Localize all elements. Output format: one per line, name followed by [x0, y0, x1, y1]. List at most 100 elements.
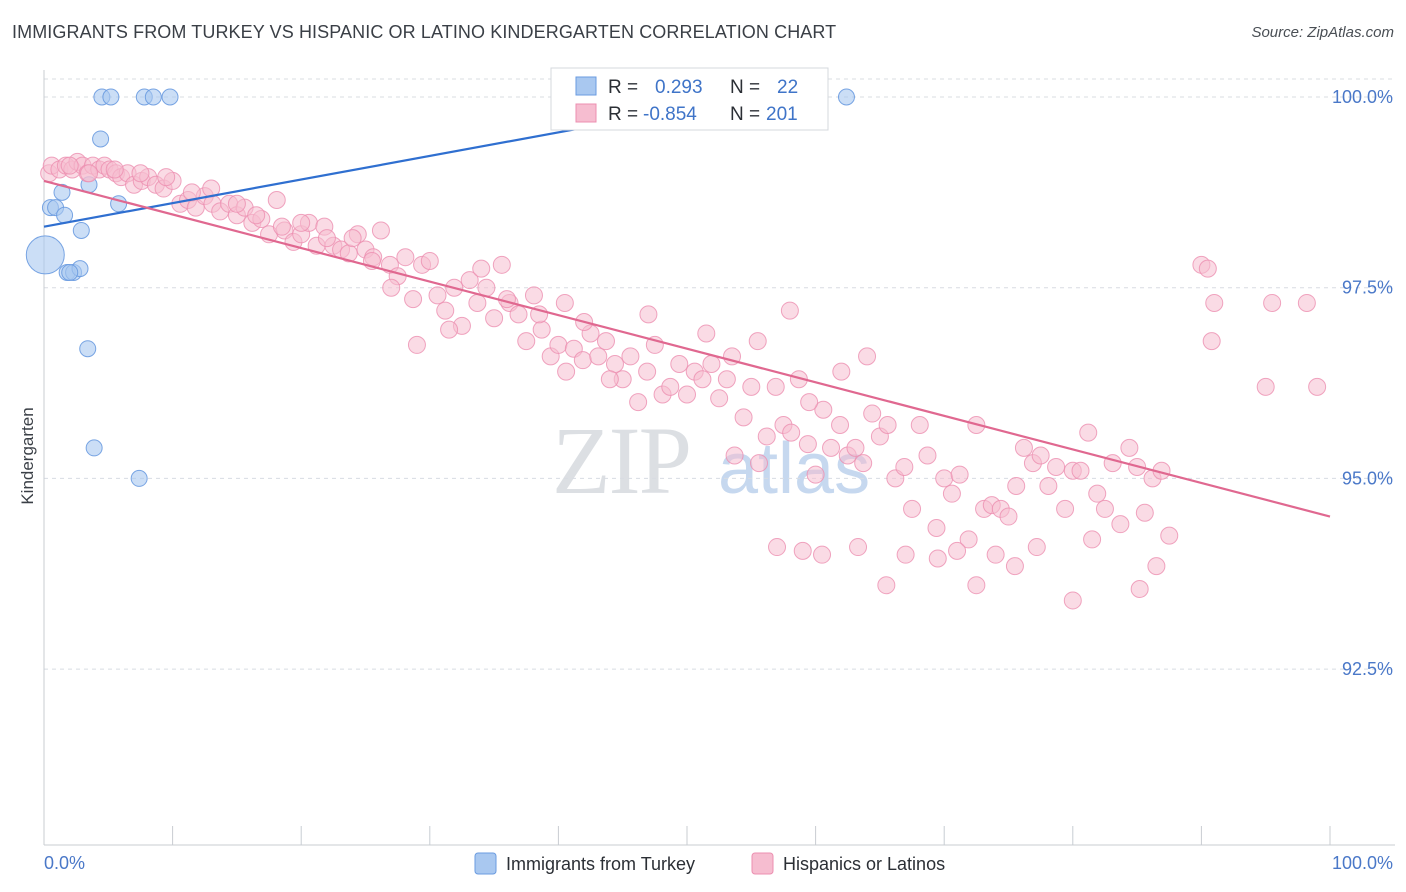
hispanic-point-124: [999, 507, 1018, 526]
hispanic-point-109: [878, 416, 897, 435]
hispanic-point-188: [317, 229, 336, 248]
hispanic-point-106: [854, 454, 873, 473]
hispanic-point-183: [440, 320, 459, 339]
hispanic-point-184: [407, 335, 426, 354]
hispanic-point-182: [472, 259, 491, 278]
hispanic-point-75: [605, 354, 624, 373]
hispanic-point-64: [517, 332, 536, 351]
trend-line-hispanic: [43, 179, 1331, 518]
turkey-point-13: [72, 221, 90, 239]
hispanic-point-59: [477, 278, 496, 297]
hispanic-point-79: [638, 362, 657, 381]
stats-n-value-1: 22: [777, 77, 798, 98]
hispanic-point-194: [182, 183, 201, 202]
hispanic-point-78: [629, 393, 648, 412]
hispanic-point-158: [1063, 591, 1082, 610]
hispanic-point-169: [858, 347, 877, 366]
hispanic-point-171: [800, 393, 819, 412]
hispanic-point-116: [935, 469, 954, 488]
y-tick-label-1: 97.5%: [1342, 278, 1393, 298]
hispanic-point-196: [131, 164, 150, 183]
hispanic-point-90: [725, 446, 744, 465]
hispanic-point-189: [292, 213, 311, 232]
stats-r-label-1: R =: [608, 77, 638, 98]
legend: Immigrants from Turkey Hispanics or Lati…: [474, 852, 945, 875]
hispanic-point-71: [573, 351, 592, 370]
hispanic-point-74: [596, 332, 615, 351]
hispanic-point-172: [780, 301, 799, 320]
hispanic-point-91: [734, 408, 753, 427]
hispanic-point-83: [670, 354, 689, 373]
hispanic-point-161: [1083, 530, 1102, 549]
hispanic-point-156: [967, 576, 986, 595]
hispanic-point-112: [903, 499, 922, 518]
hispanic-point-119: [959, 530, 978, 549]
hispanic-point-134: [1079, 423, 1098, 442]
hispanic-point-118: [950, 465, 969, 484]
turkey-point-21: [61, 263, 79, 281]
hispanic-point-198: [80, 164, 99, 183]
x-tick-label-left: 0.0%: [44, 853, 85, 873]
hispanic-point-168: [768, 538, 787, 557]
hispanic-point-84: [678, 385, 696, 404]
hispanic-point-65: [524, 286, 543, 305]
hispanic-point-164: [948, 541, 967, 560]
hispanic-point-61: [492, 255, 511, 274]
y-tick-labels: 100.0% 97.5% 95.0% 92.5%: [1332, 87, 1393, 679]
hispanic-point-159: [1130, 580, 1149, 599]
hispanic-point-113: [910, 416, 929, 435]
hispanic-point-105: [846, 438, 865, 457]
hispanic-point-165: [849, 538, 868, 557]
hispanic-point-128: [1031, 446, 1050, 465]
hispanic-point-99: [798, 435, 817, 454]
hispanic-point-147: [1205, 293, 1224, 312]
y-tick-label-2: 95.0%: [1342, 468, 1393, 488]
stats-n-value-2: 201: [766, 104, 798, 125]
hispanic-point-97: [782, 423, 801, 442]
hispanic-point-129: [1039, 477, 1058, 496]
hispanic-point-117: [942, 484, 961, 503]
hispanic-point-54: [436, 301, 455, 320]
hispanic-point-115: [927, 518, 946, 537]
hispanic-point-69: [557, 362, 576, 381]
gridlines: [44, 78, 1395, 670]
hispanic-point-166: [813, 545, 832, 564]
legend-swatch-blue: [474, 852, 497, 875]
hispanic-point-57: [460, 271, 479, 290]
hispanic-point-100: [806, 465, 825, 484]
hispanic-point-163: [986, 545, 1005, 564]
turkey-point-4: [161, 88, 179, 106]
hispanic-point-102: [822, 438, 841, 457]
hispanic-point-170: [832, 362, 851, 381]
hispanic-point-53: [428, 286, 447, 305]
legend-label-pink: Hispanics or Latinos: [783, 854, 945, 874]
hispanic-point-175: [697, 324, 716, 343]
hispanic-point-86: [693, 370, 712, 389]
hispanic-point-50: [404, 290, 423, 309]
hispanic-point-63: [509, 305, 528, 324]
hispanic-point-88: [710, 389, 729, 408]
hispanic-point-150: [1263, 293, 1282, 312]
turkey-point-14: [25, 235, 65, 275]
hispanic-point-157: [1005, 557, 1024, 576]
hispanic-point-66: [532, 320, 551, 339]
watermark: ZIP atlas: [552, 407, 870, 514]
stats-n-label-1: N =: [730, 77, 760, 98]
hispanic-point-148: [1202, 332, 1221, 351]
turkey-point-19: [85, 439, 103, 457]
hispanic-point-187: [343, 229, 362, 248]
hispanic-point-131: [1056, 499, 1075, 518]
hispanic-point-82: [661, 377, 680, 396]
hispanic-point-173: [748, 332, 767, 351]
hispanic-point-95: [766, 377, 785, 396]
turkey-point-9: [53, 183, 71, 201]
hispanic-point-153: [877, 576, 896, 595]
turkey-point-6: [92, 130, 110, 148]
hispanic-point-199: [60, 156, 79, 175]
hispanic-point-162: [1027, 538, 1046, 557]
watermark-atlas: atlas: [718, 429, 870, 509]
hispanic-point-73: [589, 347, 608, 366]
hispanic-point-33: [267, 190, 286, 209]
hispanic-point-154: [896, 545, 915, 564]
